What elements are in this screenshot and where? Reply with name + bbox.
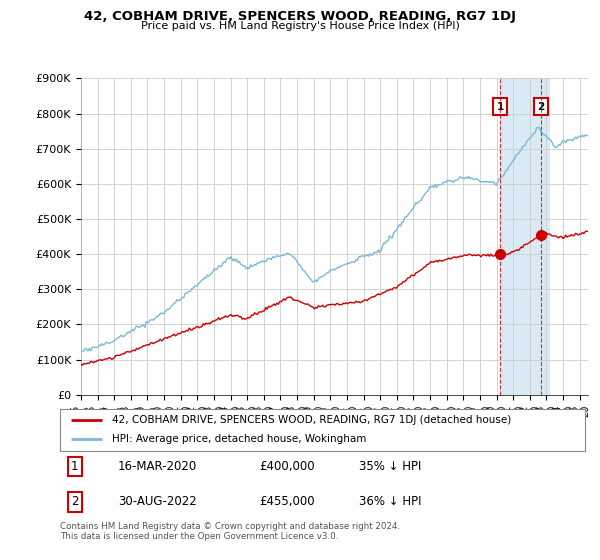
Text: 1: 1	[496, 101, 503, 111]
Text: Price paid vs. HM Land Registry's House Price Index (HPI): Price paid vs. HM Land Registry's House …	[140, 21, 460, 31]
Text: 42, COBHAM DRIVE, SPENCERS WOOD, READING, RG7 1DJ: 42, COBHAM DRIVE, SPENCERS WOOD, READING…	[84, 10, 516, 23]
Text: Contains HM Land Registry data © Crown copyright and database right 2024.
This d: Contains HM Land Registry data © Crown c…	[60, 522, 400, 542]
Text: 2: 2	[71, 496, 79, 508]
Text: HPI: Average price, detached house, Wokingham: HPI: Average price, detached house, Woki…	[113, 435, 367, 445]
FancyBboxPatch shape	[60, 409, 585, 451]
Text: 35% ↓ HPI: 35% ↓ HPI	[359, 460, 422, 473]
Text: 16-MAR-2020: 16-MAR-2020	[118, 460, 197, 473]
Text: 42, COBHAM DRIVE, SPENCERS WOOD, READING, RG7 1DJ (detached house): 42, COBHAM DRIVE, SPENCERS WOOD, READING…	[113, 415, 512, 425]
Text: £455,000: £455,000	[260, 496, 315, 508]
Text: 30-AUG-2022: 30-AUG-2022	[118, 496, 197, 508]
Text: £400,000: £400,000	[260, 460, 315, 473]
Text: 2: 2	[538, 101, 545, 111]
Bar	[500, 78, 549, 395]
Text: 1: 1	[71, 460, 79, 473]
Text: 36% ↓ HPI: 36% ↓ HPI	[359, 496, 422, 508]
